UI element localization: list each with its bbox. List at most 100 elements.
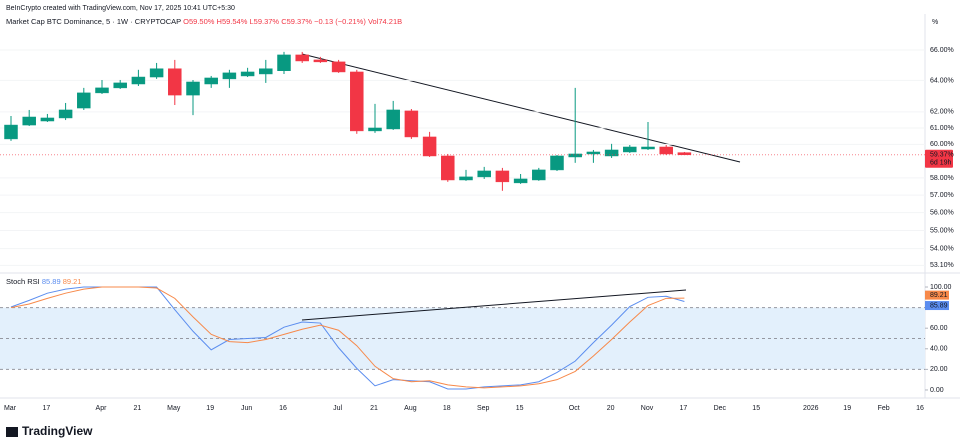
legend: Market Cap BTC Dominance, 5 · 1W · CRYPT… (6, 17, 402, 26)
y-tick-label: 60.00 (930, 325, 948, 332)
y-tick-label: 20.00 (930, 366, 948, 373)
ohlc: H59.54% (217, 17, 248, 26)
candle-body (58, 109, 73, 119)
ohlc: C59.37% (281, 17, 312, 26)
y-tick-label: 62.00% (930, 109, 954, 116)
candle-body (277, 54, 291, 71)
candle-body (532, 169, 546, 181)
candle-body (604, 149, 619, 157)
y-tick-label: 57.00% (930, 192, 954, 199)
y-tick-label: 66.00% (930, 47, 954, 54)
rsi-trendline (301, 289, 687, 321)
x-tick-label: 16 (279, 405, 287, 412)
last-price-box (925, 149, 953, 168)
x-tick-label: 17 (680, 405, 688, 412)
candle-body (22, 116, 36, 126)
candle-body (295, 54, 309, 62)
x-tick-label: Feb (878, 405, 890, 412)
axis-unit: % (932, 19, 938, 26)
ohlc: O59.50% (183, 17, 215, 26)
x-tick-label: 20 (607, 405, 615, 412)
candle-body (313, 59, 328, 63)
candle-body (386, 109, 400, 130)
x-tick-label: May (167, 405, 181, 412)
candle-body (568, 153, 582, 158)
x-tick-label: Apr (96, 405, 108, 412)
x-tick-label: 21 (134, 405, 142, 412)
candle-body (77, 92, 91, 109)
x-tick-label: Sep (477, 405, 490, 412)
candle-body (404, 110, 419, 138)
x-tick-label: Oct (569, 405, 580, 412)
candle-body (331, 61, 346, 73)
x-tick-label: 15 (516, 405, 524, 412)
candle-body (422, 136, 437, 157)
candle-body (4, 124, 18, 140)
candle-body (186, 81, 200, 96)
candle-body (350, 71, 364, 132)
band-layer (0, 307, 925, 370)
candle-body (459, 176, 473, 181)
candle-body (240, 71, 255, 77)
stoch-k-value: 85.89 (42, 277, 61, 286)
candle-body (477, 170, 491, 178)
y-tick-label: 60.00% (930, 141, 954, 148)
x-tick-label: 19 (206, 405, 214, 412)
candle-body (40, 117, 55, 122)
y-tick-label: 53.10% (930, 262, 954, 269)
y-tick-label: 0.00 (930, 387, 944, 394)
last-price-label: 59.37% (930, 152, 954, 159)
candle-body (222, 72, 237, 80)
volume: Vol74.21B (368, 17, 402, 26)
value-box (925, 290, 949, 300)
y-tick-label: 58.00% (930, 175, 954, 182)
stoch-d-value: 89.21 (63, 277, 82, 286)
candle-body (131, 76, 146, 85)
candle-body (368, 127, 382, 132)
candle-body (659, 146, 673, 155)
candle-body (259, 68, 273, 75)
candle-body (641, 146, 655, 150)
brand-logo (6, 427, 18, 437)
x-tick-label: 16 (916, 405, 924, 412)
candle-body (495, 170, 510, 183)
y-tick-label: 56.00% (930, 210, 954, 217)
x-tick-label: Nov (641, 405, 654, 412)
x-tick-label: 19 (843, 405, 851, 412)
y-tick-label: 55.00% (930, 227, 954, 234)
x-tick-label: 21 (370, 405, 378, 412)
x-tick-label: 17 (43, 405, 51, 412)
value-box (925, 301, 949, 311)
candle-body (441, 155, 455, 181)
stoch-legend: Stoch RSI 85.89 89.21 (6, 277, 82, 286)
y-tick-label: 61.00% (930, 125, 954, 132)
stoch-title: Stoch RSI (6, 277, 40, 286)
candle-body (168, 68, 182, 96)
y-tick-label: 40.00 (930, 346, 948, 353)
credit: BeInCrypto created with TradingView.com,… (6, 5, 235, 12)
symbol-title: Market Cap BTC Dominance, 5 · 1W · CRYPT… (6, 17, 181, 26)
x-tick-label: Dec (714, 405, 727, 412)
candle-body (149, 68, 164, 78)
candle-body (95, 87, 109, 94)
x-tick-label: Jun (241, 405, 252, 412)
stoch-line (10, 286, 685, 389)
x-tick-label: Jul (333, 405, 342, 412)
ohlc: L59.37% (249, 17, 279, 26)
y-tick-label: 64.00% (930, 77, 954, 84)
candle-body (623, 146, 637, 153)
y-tick-label: 54.00% (930, 246, 954, 253)
countdown: 6d 19h (930, 160, 952, 167)
candle-body (513, 178, 528, 184)
change: −0.13 (−0.21%) (314, 17, 366, 26)
x-tick-label: 2026 (803, 405, 819, 412)
value-box-label: 89.21 (930, 292, 948, 299)
y-tick-label: 100.00 (930, 284, 952, 291)
brand: TradingView (22, 424, 93, 438)
value-box-label: 85.89 (930, 302, 948, 309)
x-tick-label: Mar (4, 405, 17, 412)
candle-body (113, 82, 127, 89)
candle-body (550, 155, 564, 171)
